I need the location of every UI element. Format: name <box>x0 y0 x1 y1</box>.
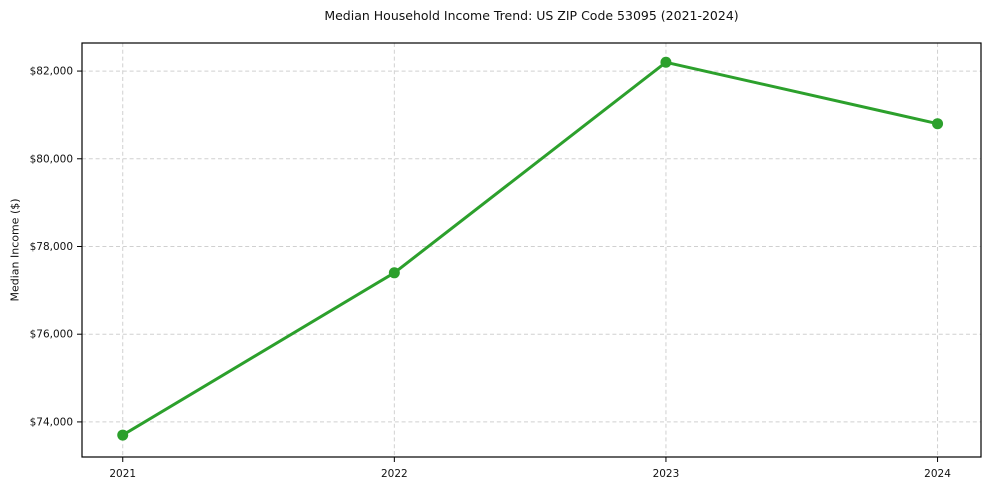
x-tick-label: 2024 <box>924 468 951 480</box>
data-point-marker <box>932 118 944 130</box>
x-tick-label: 2021 <box>109 468 136 480</box>
y-tick-label: $74,000 <box>30 416 73 428</box>
data-point-marker <box>388 267 400 279</box>
x-tick-label: 2022 <box>381 468 408 480</box>
trend-line <box>121 60 940 437</box>
y-tick-label: $76,000 <box>30 329 73 341</box>
chart-title: Median Household Income Trend: US ZIP Co… <box>324 8 739 23</box>
y-tick-label: $80,000 <box>30 153 73 165</box>
data-point-marker <box>117 429 129 441</box>
y-tick-label: $78,000 <box>30 241 73 253</box>
plot-border <box>81 42 982 458</box>
data-point-marker <box>660 56 672 68</box>
y-tick-label: $82,000 <box>30 66 73 78</box>
x-tick-label: 2023 <box>653 468 680 480</box>
